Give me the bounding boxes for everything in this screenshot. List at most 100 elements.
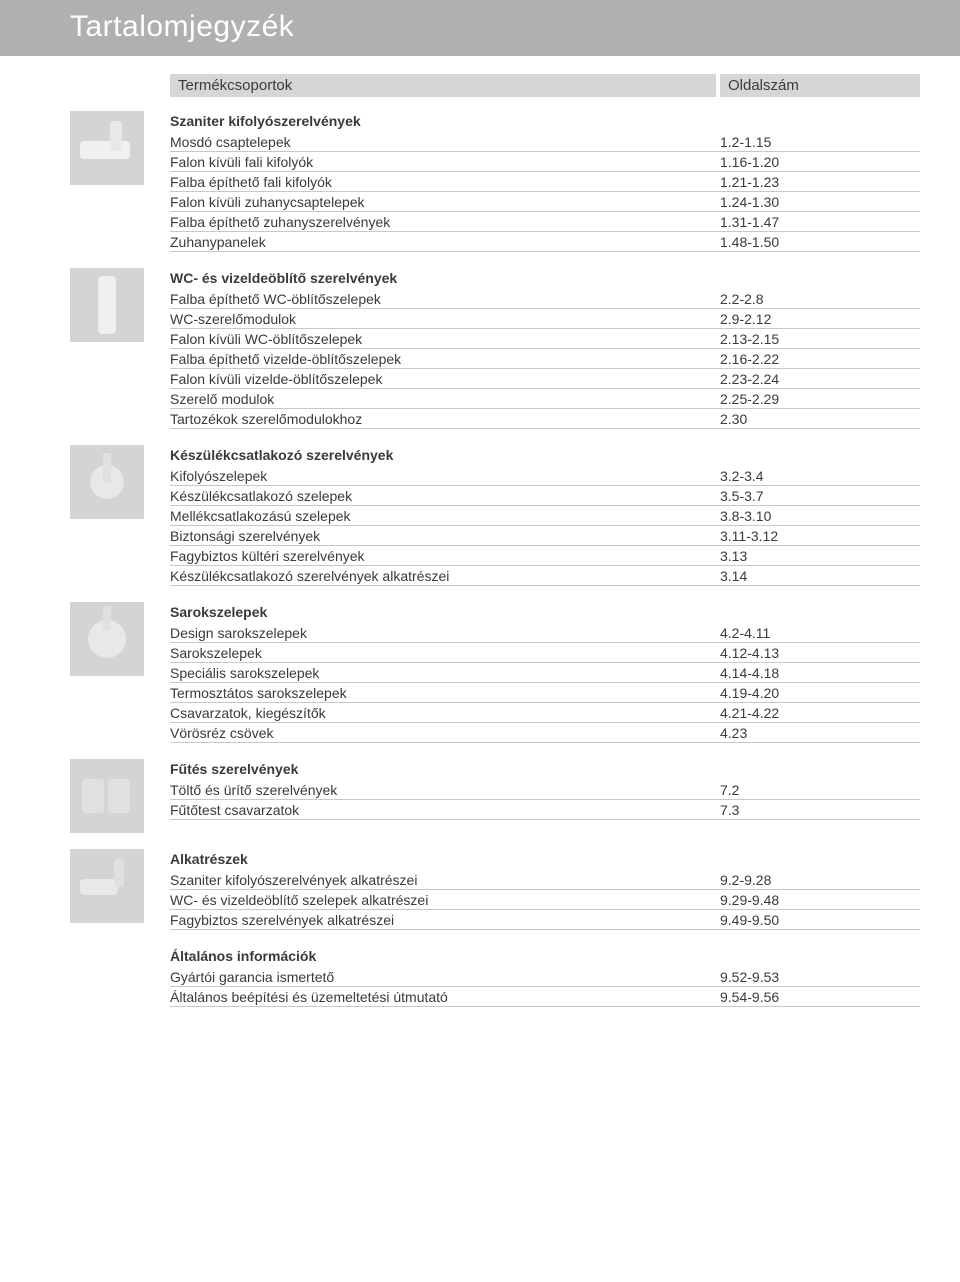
section-group-title: Szaniter kifolyószerelvények xyxy=(170,111,920,132)
section-rows: Fűtés szerelvények Töltő és ürítő szerelv… xyxy=(170,759,920,833)
toc-row: Csavarzatok, kiegészítők4.21-4.22 xyxy=(170,703,920,723)
toc-row-page: 4.14-4.18 xyxy=(720,665,920,681)
toc-row: Termosztátos sarokszelepek4.19-4.20 xyxy=(170,683,920,703)
toc-row-page: 2.9-2.12 xyxy=(720,311,920,327)
toc-row-label: Csavarzatok, kiegészítők xyxy=(170,705,720,721)
page-title: Tartalomjegyzék xyxy=(70,10,930,44)
toc-row-page: 9.52-9.53 xyxy=(720,969,920,985)
toc-row-label: Falba építhető fali kifolyók xyxy=(170,174,720,190)
toc-row: Fagybiztos szerelvények alkatrészei9.49-… xyxy=(170,910,920,930)
toc-row-label: Biztonsági szerelvények xyxy=(170,528,720,544)
section-szaniter: Szaniter kifolyószerelvényekMosdó csapte… xyxy=(70,111,920,252)
section-group-title: Alkatrészek xyxy=(170,849,920,870)
section-wc: WC- és vizeldeöblítő szerelvényekFalba é… xyxy=(70,268,920,429)
toc-row: Készülékcsatlakozó szelepek3.5-3.7 xyxy=(170,486,920,506)
toc-row-page: 1.24-1.30 xyxy=(720,194,920,210)
toc-row-label: Falon kívüli WC-öblítőszelepek xyxy=(170,331,720,347)
toc-row: Általános beépítési és üzemeltetési útmu… xyxy=(170,987,920,1007)
toc-row-page: 3.5-3.7 xyxy=(720,488,920,504)
toc-header: Termékcsoportok Oldalszám xyxy=(170,74,920,97)
toc-row: Falon kívüli WC-öblítőszelepek2.13-2.15 xyxy=(170,329,920,349)
section-thumbnail xyxy=(70,849,144,923)
toc-row-label: Készülékcsatlakozó szerelvények alkatrés… xyxy=(170,568,720,584)
toc-row-page: 4.21-4.22 xyxy=(720,705,920,721)
section-group-title: WC- és vizeldeöblítő szerelvények xyxy=(170,268,920,289)
toc-row: Vörösréz csövek4.23 xyxy=(170,723,920,743)
toc-row-page: 7.2 xyxy=(720,782,920,798)
toc-row-page: 9.2-9.28 xyxy=(720,872,920,888)
toc-row-label: Gyártói garancia ismertető xyxy=(170,969,720,985)
section-thumbnail xyxy=(70,111,144,185)
toc-row-page: 2.25-2.29 xyxy=(720,391,920,407)
header-right: Oldalszám xyxy=(720,74,920,97)
toc-row-label: Fagybiztos szerelvények alkatrészei xyxy=(170,912,720,928)
toc-row-label: Sarokszelepek xyxy=(170,645,720,661)
toc-row: Kifolyószelepek3.2-3.4 xyxy=(170,466,920,486)
toc-row-page: 2.16-2.22 xyxy=(720,351,920,367)
section-alkatreszek: AlkatrészekSzaniter kifolyószerelvények … xyxy=(70,849,920,930)
toc-row-label: Vörösréz csövek xyxy=(170,725,720,741)
section-thumbnail xyxy=(70,602,144,676)
toc-row-label: Falon kívüli vizelde-öblítőszelepek xyxy=(170,371,720,387)
toc-row-label: Mellékcsatlakozású szelepek xyxy=(170,508,720,524)
toc-row-page: 3.2-3.4 xyxy=(720,468,920,484)
toc-row-page: 2.2-2.8 xyxy=(720,291,920,307)
section-group-title: Általános információk xyxy=(170,946,920,967)
toc-row: WC- és vizeldeöblítő szelepek alkatrésze… xyxy=(170,890,920,910)
toc-row-page: 2.13-2.15 xyxy=(720,331,920,347)
toc-row: Biztonsági szerelvények3.11-3.12 xyxy=(170,526,920,546)
toc-row-label: Töltő és ürítő szerelvények xyxy=(170,782,720,798)
page: Tartalomjegyzék Termékcsoportok Oldalszá… xyxy=(0,0,960,1066)
toc-row-page: 1.31-1.47 xyxy=(720,214,920,230)
toc-row-label: Falba építhető zuhanyszerelvények xyxy=(170,214,720,230)
toc-row-label: Speciális sarokszelepek xyxy=(170,665,720,681)
toc-row-label: Általános beépítési és üzemeltetési útmu… xyxy=(170,989,720,1005)
section-thumbnail xyxy=(70,268,144,342)
toc-row: Tartozékok szerelőmodulokhoz2.30 xyxy=(170,409,920,429)
toc-row: Mosdó csaptelepek1.2-1.15 xyxy=(170,132,920,152)
section-rows: Szaniter kifolyószerelvényekMosdó csapte… xyxy=(170,111,920,252)
section-group-title: Sarokszelepek xyxy=(170,602,920,623)
toc-row-label: Készülékcsatlakozó szelepek xyxy=(170,488,720,504)
toc-row-label: Termosztátos sarokszelepek xyxy=(170,685,720,701)
toc-row-page: 1.48-1.50 xyxy=(720,234,920,250)
section-group-title: Fűtés szerelvények xyxy=(170,759,920,780)
toc-row-label: Falon kívüli zuhanycsaptelepek xyxy=(170,194,720,210)
section-group-title: Készülékcsatlakozó szerelvények xyxy=(170,445,920,466)
section-rows: WC- és vizeldeöblítő szerelvényekFalba é… xyxy=(170,268,920,429)
toc-row-page: 1.16-1.20 xyxy=(720,154,920,170)
toc-row: Szerelő modulok2.25-2.29 xyxy=(170,389,920,409)
toc-row: Falon kívüli fali kifolyók1.16-1.20 xyxy=(170,152,920,172)
toc-row-page: 9.54-9.56 xyxy=(720,989,920,1005)
toc-row: Sarokszelepek4.12-4.13 xyxy=(170,643,920,663)
toc-row-label: Kifolyószelepek xyxy=(170,468,720,484)
toc-row: Design sarokszelepek4.2-4.11 xyxy=(170,623,920,643)
toc-row-page: 2.30 xyxy=(720,411,920,427)
section-rows: AlkatrészekSzaniter kifolyószerelvények … xyxy=(170,849,920,930)
toc-row-label: WC-szerelőmodulok xyxy=(170,311,720,327)
toc-row: Falba építhető zuhanyszerelvények1.31-1.… xyxy=(170,212,920,232)
toc-row-label: Tartozékok szerelőmodulokhoz xyxy=(170,411,720,427)
toc-row-label: Falba építhető vizelde-öblítőszelepek xyxy=(170,351,720,367)
toc-row-page: 4.19-4.20 xyxy=(720,685,920,701)
toc-row-page: 3.11-3.12 xyxy=(720,528,920,544)
toc-row: Falba építhető WC-öblítőszelepek2.2-2.8 xyxy=(170,289,920,309)
toc-row: Fűtőtest csavarzatok7.3 xyxy=(170,800,920,820)
toc-row: Készülékcsatlakozó szerelvények alkatrés… xyxy=(170,566,920,586)
section-rows: Általános információk Gyártói garancia is… xyxy=(170,946,920,1020)
toc-row: Falba építhető vizelde-öblítőszelepek2.1… xyxy=(170,349,920,369)
toc-row-page: 9.49-9.50 xyxy=(720,912,920,928)
toc-row-page: 3.13 xyxy=(720,548,920,564)
toc-row-label: Mosdó csaptelepek xyxy=(170,134,720,150)
toc-row: Falon kívüli zuhanycsaptelepek1.24-1.30 xyxy=(170,192,920,212)
toc-row-label: Fagybiztos kültéri szerelvények xyxy=(170,548,720,564)
toc-row: Falon kívüli vizelde-öblítőszelepek2.23-… xyxy=(170,369,920,389)
toc-row-label: Fűtőtest csavarzatok xyxy=(170,802,720,818)
toc-row-page: 4.12-4.13 xyxy=(720,645,920,661)
toc-row-page: 3.8-3.10 xyxy=(720,508,920,524)
toc-row-label: Szerelő modulok xyxy=(170,391,720,407)
toc-row-page: 9.29-9.48 xyxy=(720,892,920,908)
toc-row-label: Falon kívüli fali kifolyók xyxy=(170,154,720,170)
toc-row: Speciális sarokszelepek4.14-4.18 xyxy=(170,663,920,683)
toc-row: Zuhanypanelek1.48-1.50 xyxy=(170,232,920,252)
